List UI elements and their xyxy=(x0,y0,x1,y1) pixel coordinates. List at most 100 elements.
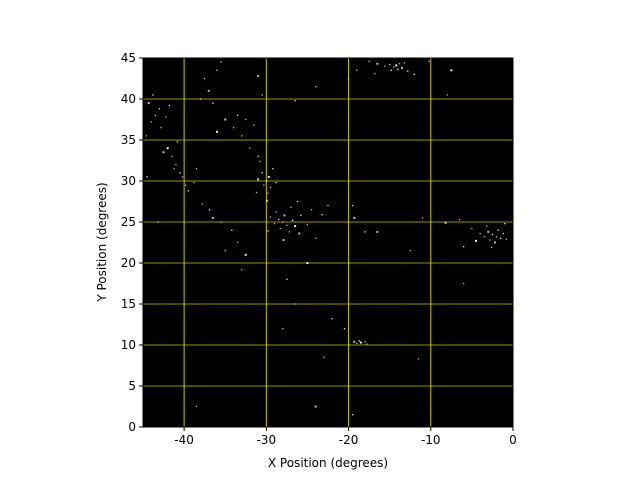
star-point xyxy=(390,69,392,71)
star-point xyxy=(176,140,179,143)
star-point xyxy=(365,343,368,345)
star-point xyxy=(269,186,272,189)
star-point xyxy=(409,250,411,252)
star-point xyxy=(232,127,235,129)
star-point xyxy=(208,209,211,211)
star-point xyxy=(359,341,362,344)
x-tick-label: -30 xyxy=(257,433,277,447)
star-point xyxy=(290,206,292,208)
star-point xyxy=(444,221,447,224)
star-point xyxy=(282,327,284,330)
star-point xyxy=(321,213,323,216)
star-point xyxy=(195,405,198,408)
star-point xyxy=(463,245,465,248)
star-point xyxy=(352,204,354,207)
star-point xyxy=(263,184,265,186)
star-point xyxy=(298,232,301,235)
star-point xyxy=(428,60,430,62)
star-point xyxy=(353,216,356,219)
star-point xyxy=(236,114,239,117)
star-point xyxy=(286,278,288,281)
star-point xyxy=(245,118,247,121)
star-point xyxy=(193,181,195,184)
star-point xyxy=(450,69,453,72)
star-point xyxy=(154,114,156,117)
star-point xyxy=(152,94,154,96)
star-point xyxy=(395,64,398,67)
y-tick-label: 45 xyxy=(121,51,136,65)
star-point xyxy=(216,130,218,133)
star-point xyxy=(185,184,187,186)
star-point xyxy=(278,218,280,221)
y-tick-label: 5 xyxy=(128,379,136,393)
star-point xyxy=(306,223,309,226)
star-point xyxy=(479,232,481,235)
star-point xyxy=(364,231,366,233)
star-point xyxy=(352,414,354,416)
star-point xyxy=(300,214,302,217)
star-point xyxy=(275,211,277,213)
star-point xyxy=(241,268,243,271)
star-point xyxy=(224,250,226,252)
star-point xyxy=(487,230,490,233)
star-point xyxy=(397,68,399,71)
star-point xyxy=(267,192,269,194)
star-point xyxy=(413,73,415,76)
star-point xyxy=(160,127,162,129)
star-point xyxy=(417,358,420,360)
x-axis-label: X Position (degrees) xyxy=(268,456,388,470)
star-point xyxy=(261,94,263,96)
star-point xyxy=(224,118,227,121)
star-point xyxy=(310,209,313,211)
star-point xyxy=(166,147,169,150)
star-point xyxy=(393,66,395,68)
star-point xyxy=(356,69,358,71)
star-point xyxy=(291,219,294,222)
star-point xyxy=(502,232,504,235)
star-point xyxy=(356,342,358,345)
star-point xyxy=(220,61,222,63)
star-point xyxy=(266,199,269,202)
star-point xyxy=(288,231,291,233)
star-point xyxy=(236,241,239,244)
star-point xyxy=(353,340,356,343)
star-point xyxy=(489,239,491,241)
star-point xyxy=(493,241,496,244)
star-point xyxy=(401,66,403,69)
x-tick-label: -20 xyxy=(339,433,359,447)
star-point xyxy=(165,116,167,118)
star-point xyxy=(296,200,299,203)
star-point xyxy=(244,253,247,256)
y-tick-label: 40 xyxy=(121,92,136,106)
star-point xyxy=(201,203,203,205)
star-point xyxy=(158,108,161,110)
star-point xyxy=(327,204,329,207)
star-point xyxy=(471,227,473,230)
y-tick-label: 25 xyxy=(121,215,136,229)
y-axis-label: Y Position (degrees) xyxy=(95,182,109,302)
star-point xyxy=(403,62,406,64)
y-tick-label: 30 xyxy=(121,174,136,188)
star-point xyxy=(483,236,485,238)
star-point xyxy=(179,172,181,174)
x-tick-label: 0 xyxy=(509,433,517,447)
y-tick-label: 10 xyxy=(121,338,136,352)
star-point xyxy=(187,190,189,192)
star-point xyxy=(407,70,409,72)
y-tick-label: 0 xyxy=(128,420,136,434)
y-tick-label: 35 xyxy=(121,133,136,147)
star-point xyxy=(212,102,214,104)
star-point xyxy=(257,75,260,78)
star-point xyxy=(294,225,297,228)
star-point xyxy=(171,155,173,158)
star-point xyxy=(211,216,214,219)
star-point xyxy=(446,94,448,96)
star-point xyxy=(384,65,386,67)
star-point xyxy=(374,72,376,75)
star-point xyxy=(162,151,165,154)
star-point xyxy=(279,227,281,230)
star-point xyxy=(286,224,288,226)
star-point xyxy=(294,99,296,102)
star-point xyxy=(376,62,379,65)
x-tick-label: -10 xyxy=(421,433,441,447)
